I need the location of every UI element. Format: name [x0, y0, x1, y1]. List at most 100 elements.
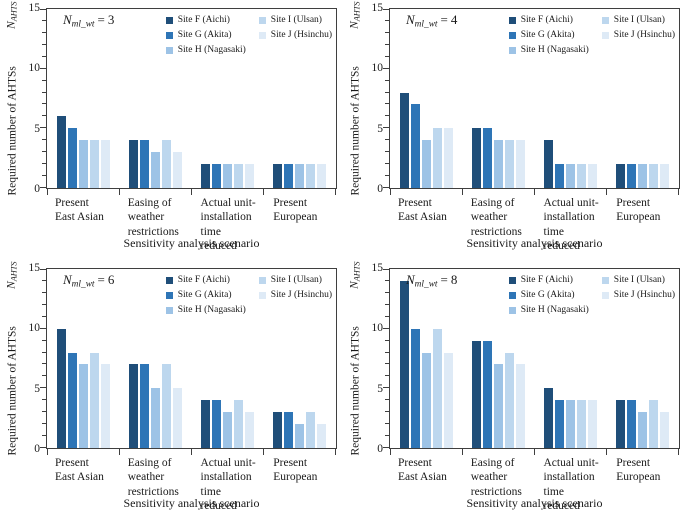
- legend-swatch-site-f: [165, 16, 173, 24]
- y-axis-tick: [42, 435, 46, 436]
- legend: Site F (Aichi) Site G (Akita) Site H (Naga…: [165, 15, 332, 55]
- bar-groups: [47, 9, 336, 188]
- bar-site-f: [128, 140, 138, 188]
- legend-item: Site H (Nagasaki): [508, 305, 589, 315]
- y-axis-tick: [42, 399, 46, 400]
- legend-item: Site J (Hsinchu): [258, 30, 332, 40]
- x-axis-tick: [462, 449, 463, 455]
- panel-label-equals: =: [440, 12, 448, 27]
- y-tick-label: 5: [34, 123, 40, 135]
- x-category-row: Present East Asian Easing of weather rest…: [389, 196, 680, 254]
- y-axis-tick: [42, 151, 46, 152]
- bar-group: [119, 269, 191, 448]
- bar-site-i: [161, 364, 171, 448]
- panel-label-subscript: ml_wt: [414, 279, 438, 290]
- y-tick-label: 15: [371, 262, 384, 274]
- x-category-label: Easing of weather restrictions: [470, 197, 522, 238]
- y-axis-tick: [42, 280, 46, 281]
- legend-label: Site I (Ulsan): [270, 275, 322, 285]
- legend-label: Site F (Aichi): [177, 275, 230, 285]
- bar-site-h: [78, 140, 88, 188]
- y-tick-label: 10: [371, 322, 384, 334]
- y-axis-tick: [40, 269, 46, 270]
- panel-label: Nml_wt = 8: [406, 272, 457, 289]
- legend-swatch-site-f: [508, 16, 516, 24]
- y-axis-tick: [40, 9, 46, 10]
- y-tick-label: 10: [371, 62, 384, 74]
- legend-label: Site H (Nagasaki): [177, 305, 246, 315]
- bar-site-j: [588, 164, 598, 188]
- x-category-row: Present East Asian Easing of weather rest…: [46, 196, 337, 254]
- y-axis-tick: [42, 139, 46, 140]
- bar-site-f: [616, 164, 626, 188]
- legend-swatch-site-j: [258, 31, 266, 39]
- y-axis-tick: [42, 340, 46, 341]
- bar-site-f: [544, 388, 554, 448]
- bar-group: [264, 269, 336, 448]
- bar-site-h: [78, 364, 88, 448]
- legend-label: Site H (Nagasaki): [520, 305, 589, 315]
- y-tick-label: 10: [28, 322, 41, 334]
- legend-swatch-site-h: [165, 306, 173, 314]
- x-category-label: Present East Asian: [398, 197, 447, 224]
- y-axis-label: Required number of AHTSs NAHTS: [5, 262, 20, 456]
- x-axis-tick: [534, 189, 535, 195]
- x-axis-tick: [119, 449, 120, 455]
- legend-item: Site G (Akita): [508, 30, 589, 40]
- legend-item: Site H (Nagasaki): [165, 305, 246, 315]
- y-axis-tick: [385, 20, 389, 21]
- bar-site-g: [284, 412, 294, 448]
- legend-swatch-site-g: [165, 31, 173, 39]
- panel-label-value: 3: [107, 12, 115, 27]
- bar-site-f: [128, 364, 138, 448]
- plot-area: Nml_wt = 8 Site F (Aichi) Site G (Akita) Site…: [383, 268, 680, 455]
- bar-site-i: [161, 140, 171, 188]
- y-axis-tick: [42, 56, 46, 57]
- y-axis-tick: [385, 340, 389, 341]
- legend-swatch-site-i: [258, 276, 266, 284]
- bar-site-h: [223, 164, 233, 188]
- bar-groups: [390, 9, 679, 188]
- y-axis-tick: [385, 103, 389, 104]
- bar-group: [119, 9, 191, 188]
- x-category-label: Present European: [273, 457, 318, 484]
- plot-area: Nml_wt = 6 Site F (Aichi) Site G (Akita) Site…: [40, 268, 337, 455]
- y-tick-label: 15: [28, 262, 41, 274]
- bar-groups: [47, 269, 336, 448]
- y-axis-tick: [385, 44, 389, 45]
- y-axis-symbol-letter: N: [5, 21, 18, 29]
- bar-site-f: [201, 400, 211, 448]
- x-axis-tick: [191, 189, 192, 195]
- bar-site-j: [100, 140, 110, 188]
- y-axis-tick: [40, 127, 46, 128]
- y-axis-tick: [40, 387, 46, 388]
- bar-site-i: [234, 400, 244, 448]
- bar-group: [535, 269, 607, 448]
- legend-item: Site F (Aichi): [165, 15, 246, 25]
- bar-site-g: [139, 364, 149, 448]
- bar-site-g: [627, 400, 637, 448]
- legend-item: Site G (Akita): [165, 30, 246, 40]
- legend-item: Site J (Hsinchu): [601, 30, 675, 40]
- y-axis-tick: [42, 292, 46, 293]
- legend-swatch-site-i: [601, 276, 609, 284]
- y-axis-tick: [42, 44, 46, 45]
- bar-site-g: [410, 328, 420, 448]
- legend-item: Site I (Ulsan): [601, 15, 675, 25]
- bar-site-h: [566, 400, 576, 448]
- x-axis-tick: [678, 449, 679, 455]
- legend-label: Site J (Hsinchu): [270, 30, 332, 40]
- y-axis-tick: [42, 423, 46, 424]
- bar-site-i: [649, 400, 659, 448]
- bar-group: [607, 9, 679, 188]
- y-axis-tick: [42, 411, 46, 412]
- y-axis-tick: [385, 435, 389, 436]
- legend-swatch-site-j: [258, 291, 266, 299]
- panel-label-equals: =: [97, 12, 105, 27]
- legend-item: Site H (Nagasaki): [165, 45, 246, 55]
- legend-swatch-site-j: [601, 31, 609, 39]
- bar-group: [390, 9, 462, 188]
- y-axis-label: Required number of AHTSs NAHTS: [348, 262, 363, 456]
- panel-label-equals: =: [440, 272, 448, 287]
- legend-item: Site I (Ulsan): [601, 275, 675, 285]
